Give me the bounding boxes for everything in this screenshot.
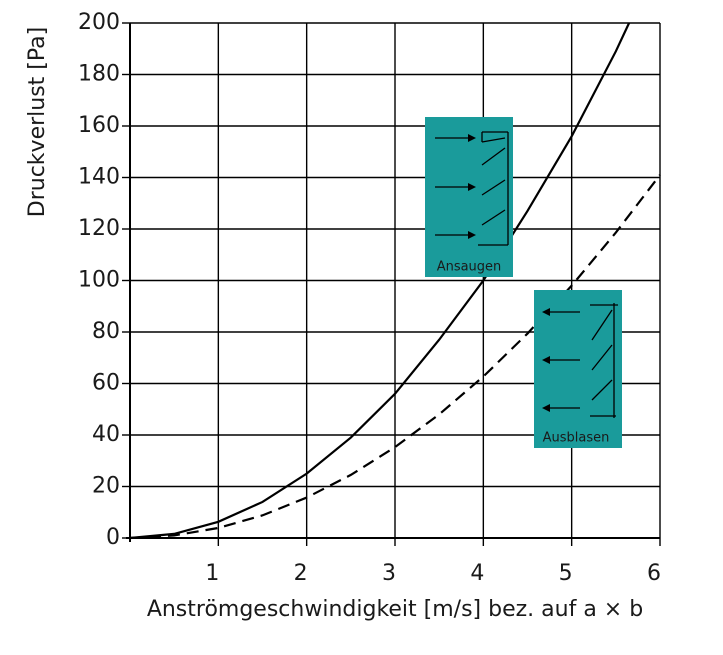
y-tick-label: 40 — [92, 422, 120, 447]
series-line — [129, 22, 631, 540]
icon-drawing — [548, 303, 618, 418]
y-tick-label: 160 — [78, 113, 120, 138]
y-tick-label: 0 — [106, 525, 120, 550]
grid — [122, 22, 661, 546]
y-tick-label: 120 — [78, 216, 120, 241]
x-tick-label: 1 — [205, 561, 219, 586]
x-tick-label: 2 — [294, 561, 308, 586]
x-tick-label: 5 — [559, 561, 573, 586]
x-tick-label: 3 — [382, 561, 396, 586]
lines — [129, 22, 661, 540]
icon-label: Ansaugen — [437, 260, 502, 275]
icon-ansaugen: Ansaugen — [425, 117, 513, 277]
y-tick-label: 20 — [92, 474, 120, 499]
icon-drawing — [435, 131, 509, 246]
y-tick-label: 200 — [78, 10, 120, 35]
x-tick-label: 6 — [647, 561, 661, 586]
y-tick-label: 140 — [78, 165, 120, 190]
y-tick-label: 60 — [92, 371, 120, 396]
y-axis-label: Druckverlust [Pa] — [25, 27, 50, 217]
y-tick-label: 180 — [78, 62, 120, 87]
x-axis-label: Anströmgeschwindigkeit [m/s] bez. auf a … — [147, 597, 643, 622]
series-line — [129, 174, 661, 540]
x-tick-label: 4 — [470, 561, 484, 586]
y-tick-label: 100 — [78, 268, 120, 293]
icon-ausblasen: Ausblasen — [534, 290, 622, 448]
icon-box — [425, 117, 513, 277]
y-tick-label: 80 — [92, 319, 120, 344]
icon-label: Ausblasen — [543, 431, 610, 446]
